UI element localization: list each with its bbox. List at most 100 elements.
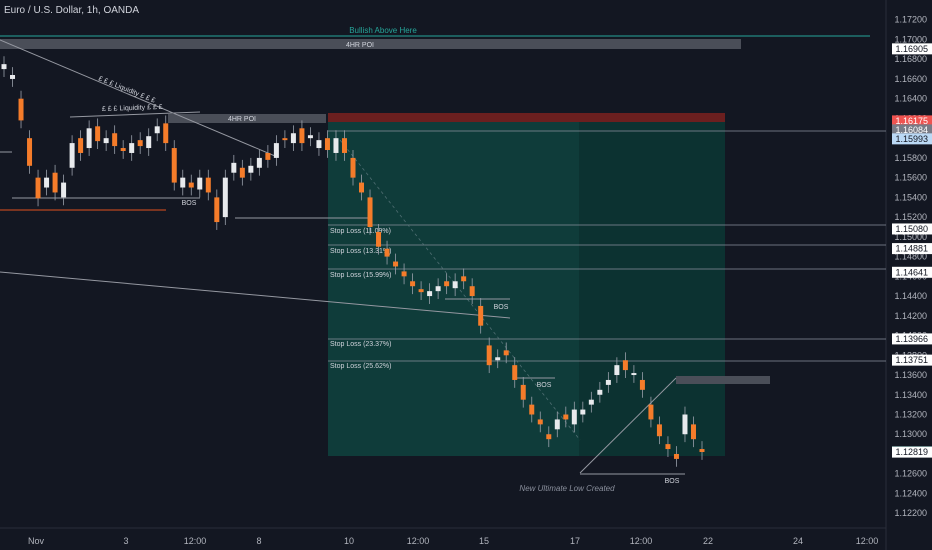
candle-body[interactable]: [554, 419, 560, 430]
candle-body[interactable]: [307, 135, 313, 139]
candle-body[interactable]: [61, 182, 67, 198]
price-tick-label: 1.16800: [894, 54, 927, 64]
candle-body[interactable]: [350, 157, 356, 178]
price-tag-label: 1.15080: [895, 224, 928, 234]
candle-body[interactable]: [1, 64, 7, 70]
candle-body[interactable]: [495, 357, 501, 361]
candle-body[interactable]: [146, 136, 152, 149]
candle-body[interactable]: [120, 148, 126, 151]
candle-body[interactable]: [197, 177, 203, 190]
candles[interactable]: [1, 56, 705, 467]
candle-body[interactable]: [69, 143, 75, 168]
candle-body[interactable]: [461, 276, 467, 282]
candle-body[interactable]: [384, 248, 390, 257]
liquidity-trendline[interactable]: [0, 39, 276, 157]
candle-body[interactable]: [35, 177, 41, 199]
candle-body[interactable]: [673, 453, 679, 459]
candle-body[interactable]: [95, 126, 101, 142]
stop-zone[interactable]: [328, 113, 725, 122]
candle-body[interactable]: [290, 133, 296, 144]
candle-body[interactable]: [588, 399, 594, 405]
candle-body[interactable]: [129, 143, 135, 153]
candle-body[interactable]: [563, 414, 569, 420]
poi-mid-box[interactable]: [168, 114, 326, 123]
candle-body[interactable]: [359, 182, 365, 193]
candle-body[interactable]: [52, 172, 58, 193]
descending-trendline[interactable]: [0, 271, 511, 319]
candle-body[interactable]: [682, 414, 688, 435]
price-tick-label: 1.15000: [894, 232, 927, 242]
candle-body[interactable]: [401, 271, 407, 277]
candle-body[interactable]: [503, 350, 509, 356]
candle-body[interactable]: [103, 138, 109, 144]
candle-body[interactable]: [18, 98, 24, 121]
candle-body[interactable]: [452, 281, 458, 289]
candle-body[interactable]: [512, 365, 518, 380]
candle-body[interactable]: [333, 138, 339, 153]
candle-body[interactable]: [435, 286, 441, 292]
poi-mid-label: 4HR POI: [228, 116, 256, 123]
candle-body[interactable]: [265, 152, 271, 160]
poi-top-box[interactable]: [0, 39, 741, 49]
candle-body[interactable]: [690, 424, 696, 440]
candle-body[interactable]: [469, 286, 475, 297]
candle-body[interactable]: [78, 138, 84, 153]
candle-body[interactable]: [427, 291, 433, 297]
candle-body[interactable]: [597, 389, 603, 395]
candle-body[interactable]: [631, 373, 637, 376]
candle-body[interactable]: [282, 138, 288, 141]
candle-body[interactable]: [154, 126, 160, 134]
candle-body[interactable]: [44, 177, 50, 188]
candle-body[interactable]: [393, 261, 399, 267]
candle-body[interactable]: [248, 165, 254, 173]
poi-right-box[interactable]: [676, 376, 770, 384]
level-lines[interactable]: [328, 130, 886, 362]
candle-body[interactable]: [605, 379, 611, 385]
candle-body[interactable]: [341, 138, 347, 153]
candle-body[interactable]: [699, 449, 705, 453]
candle-body[interactable]: [367, 197, 373, 227]
candle-body[interactable]: [639, 379, 645, 390]
candle-body[interactable]: [580, 409, 586, 415]
rally-line[interactable]: [579, 377, 677, 474]
candle-body[interactable]: [486, 345, 492, 366]
candle-body[interactable]: [214, 197, 220, 223]
candle-body[interactable]: [239, 167, 245, 178]
candle-body[interactable]: [112, 133, 118, 147]
candle-body[interactable]: [537, 419, 543, 425]
candle-body[interactable]: [299, 128, 305, 144]
candle-body[interactable]: [86, 128, 92, 149]
candle-body[interactable]: [256, 157, 262, 168]
candle-body[interactable]: [520, 384, 526, 400]
candle-body[interactable]: [10, 75, 16, 79]
candle-body[interactable]: [171, 148, 177, 183]
price-tag-label: 1.15993: [895, 134, 928, 144]
candle-body[interactable]: [571, 409, 577, 425]
candle-body[interactable]: [529, 404, 535, 415]
candle-body[interactable]: [316, 140, 322, 149]
candle-body[interactable]: [137, 140, 143, 147]
candle-body[interactable]: [614, 365, 620, 376]
candle-body[interactable]: [180, 177, 186, 188]
candle-body[interactable]: [418, 289, 424, 293]
candle-body[interactable]: [665, 444, 671, 450]
candle-body[interactable]: [444, 281, 450, 287]
liquidity-equal-highs[interactable]: [69, 111, 201, 118]
time-axis[interactable]: Nov 3 12:00 8 10 12:00 15 17 12:00 22 24 12:00: [28, 536, 878, 546]
candle-body[interactable]: [410, 281, 416, 287]
candle-body[interactable]: [656, 424, 662, 437]
candle-body[interactable]: [163, 123, 169, 144]
candle-body[interactable]: [478, 305, 484, 326]
candle-body[interactable]: [188, 182, 194, 188]
candle-body[interactable]: [546, 434, 552, 440]
candle-body[interactable]: [205, 177, 211, 193]
candle-body[interactable]: [273, 143, 279, 158]
candle-body[interactable]: [376, 231, 382, 247]
candle-body[interactable]: [231, 162, 237, 173]
candle-body[interactable]: [648, 404, 654, 420]
candle-body[interactable]: [622, 360, 628, 371]
candle-body[interactable]: [222, 177, 228, 218]
candle-body[interactable]: [27, 138, 33, 166]
candle-body[interactable]: [324, 138, 330, 151]
